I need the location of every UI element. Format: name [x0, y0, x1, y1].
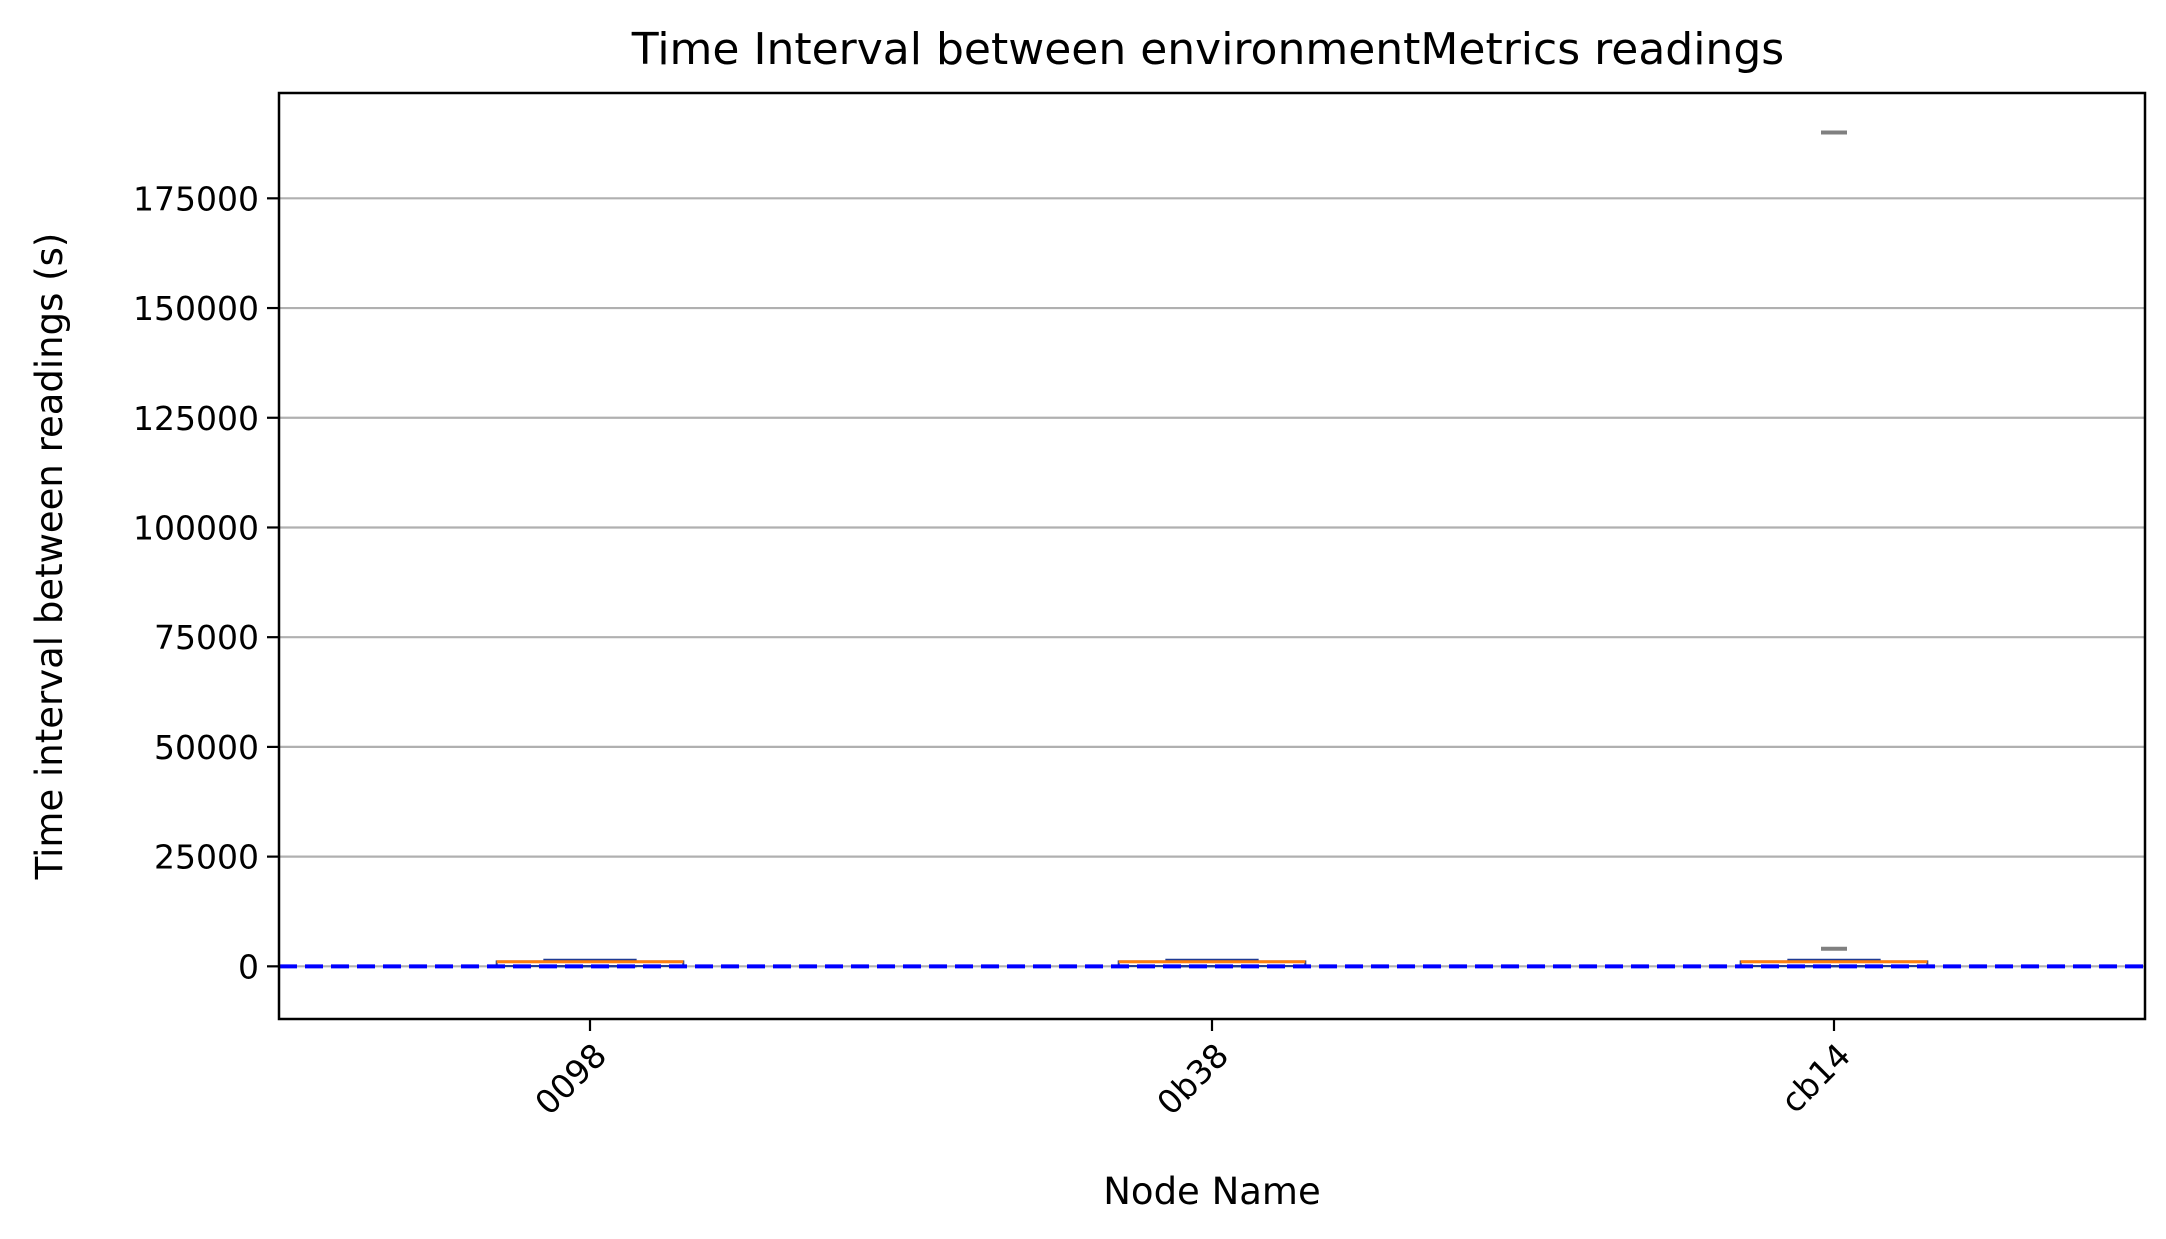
y-axis-ticks: 0 25000 50000 75000 100000 125000 150000 175000: [133, 179, 279, 986]
plot-frame: [277, 91, 2147, 1021]
y-tick-label-2: 50000: [154, 728, 259, 767]
grid-lines: [279, 197, 2145, 968]
y-tick-label-1: 25000: [154, 838, 259, 877]
y-axis-label: Time interval between readings (s): [28, 233, 71, 881]
box-series: [495, 130, 1929, 968]
x-axis-ticks: 0098 0b38 cb14: [527, 1019, 1858, 1123]
y-tick-label-0: 0: [238, 947, 259, 986]
y-tick-label-7: 175000: [133, 179, 259, 218]
y-tick-label-5: 125000: [133, 399, 259, 438]
box-0098: [495, 958, 685, 968]
y-tick-label-6: 150000: [133, 289, 259, 328]
x-tick-label-2: cb14: [1773, 1036, 1858, 1121]
chart-title: Time Interval between environmentMetrics…: [631, 24, 1784, 75]
box-cb14: [1739, 130, 1929, 968]
x-tick-label-0: 0098: [527, 1036, 614, 1123]
y-tick-label-3: 75000: [154, 618, 259, 657]
x-tick-label-1: 0b38: [1149, 1036, 1236, 1123]
x-axis-label: Node Name: [1103, 1170, 1320, 1213]
y-tick-label-4: 100000: [133, 508, 259, 547]
